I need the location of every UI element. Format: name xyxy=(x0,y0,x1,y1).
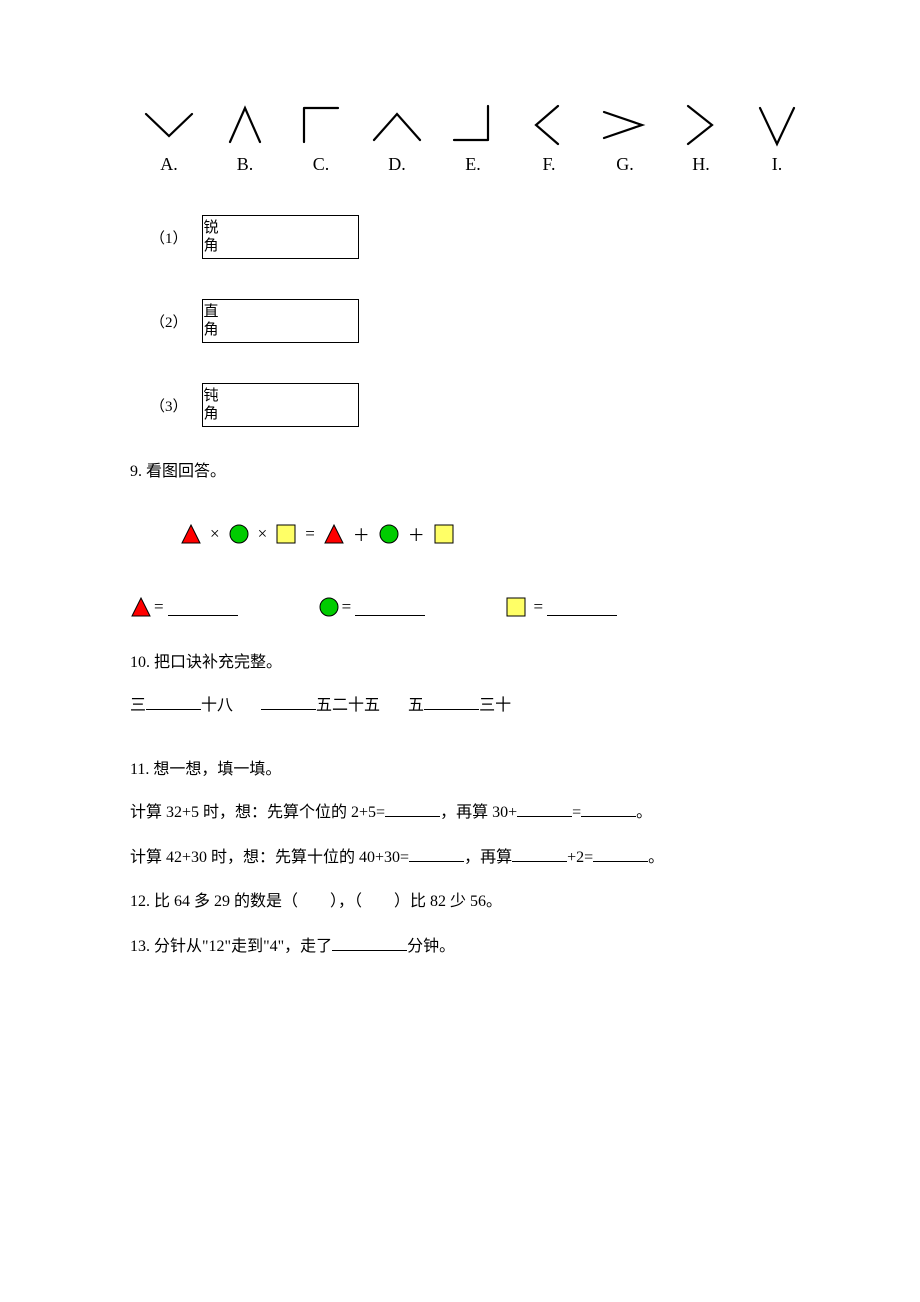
classify-row-2: （2） 直角 xyxy=(150,299,790,343)
angle-label-E: E. xyxy=(465,154,481,175)
plus-icon: ＋ xyxy=(408,521,425,546)
angle-label-I: I. xyxy=(772,154,783,175)
triangle-blank[interactable] xyxy=(168,599,238,616)
angle-label-C: C. xyxy=(313,154,330,175)
q12-line: 12. 比 64 多 29 的数是（ ），（ ）比 82 少 56。 xyxy=(130,884,790,921)
angle-H: H. xyxy=(672,100,730,175)
angle-C: C. xyxy=(292,100,350,175)
q9-answers: = = = xyxy=(130,596,790,618)
angle-label-F: F. xyxy=(542,154,555,175)
angle-label-A: A. xyxy=(160,154,178,175)
angle-label-G: G. xyxy=(616,154,634,175)
classify-num-1: （1） xyxy=(150,227,188,248)
circle-answer: = xyxy=(318,596,426,618)
circle-icon xyxy=(318,596,340,618)
q10-line: 三十八 五二十五 五三十 xyxy=(130,688,790,725)
q13-blank[interactable] xyxy=(332,934,407,951)
classify-row-1: （1） 锐角 xyxy=(150,215,790,259)
angle-figures-row: A. B. C. D. E. F. G. H. xyxy=(130,100,790,175)
angle-A: A. xyxy=(140,100,198,175)
classify-box-right[interactable]: 直角 xyxy=(202,299,359,343)
q11-line2: 计算 42+30 时，想：先算十位的 40+30=，再算+2=。 xyxy=(130,840,790,877)
q11-title: 11. 想一想，填一填。 xyxy=(130,755,790,779)
q10-blank-2[interactable] xyxy=(261,693,316,710)
angle-G: G. xyxy=(596,100,654,175)
circle-icon xyxy=(228,523,250,545)
classify-box-obtuse[interactable]: 钝角 xyxy=(202,383,359,427)
q11-blank-3[interactable] xyxy=(581,800,636,817)
angle-label-H: H. xyxy=(692,154,710,175)
q11-blank-6[interactable] xyxy=(593,845,648,862)
q11-blank-5[interactable] xyxy=(512,845,567,862)
classify-num-2: （2） xyxy=(150,311,188,332)
q9-title: 9. 看图回答。 xyxy=(130,457,790,481)
angle-D: D. xyxy=(368,100,426,175)
classify-row-3: （3） 钝角 xyxy=(150,383,790,427)
times-icon: × xyxy=(258,524,268,544)
square-answer: = xyxy=(505,596,617,618)
classify-input-obtuse[interactable] xyxy=(222,384,358,426)
triangle-icon xyxy=(180,523,202,545)
q11-line1: 计算 32+5 时，想：先算个位的 2+5=，再算 30+=。 xyxy=(130,795,790,832)
triangle-icon xyxy=(130,596,152,618)
classify-num-3: （3） xyxy=(150,395,188,416)
classify-label-obtuse: 钝角 xyxy=(203,384,222,426)
plus-icon: ＋ xyxy=(353,521,370,546)
q10-title: 10. 把口诀补充完整。 xyxy=(130,648,790,672)
equals-icon: = xyxy=(305,524,315,544)
q11-blank-2[interactable] xyxy=(517,800,572,817)
classify-input-acute[interactable] xyxy=(222,216,358,258)
angle-label-D: D. xyxy=(388,154,406,175)
square-icon xyxy=(433,523,455,545)
q9-equation: × × = ＋ ＋ xyxy=(180,521,790,546)
triangle-answer: = xyxy=(130,596,238,618)
angle-label-B: B. xyxy=(237,154,254,175)
square-blank[interactable] xyxy=(547,599,617,616)
square-icon xyxy=(275,523,297,545)
q10-blank-3[interactable] xyxy=(424,693,479,710)
classify-input-right[interactable] xyxy=(222,300,358,342)
classify-label-acute: 锐角 xyxy=(203,216,222,258)
q13-line: 13. 分针从"12"走到"4"，走了分钟。 xyxy=(130,929,790,966)
angle-E: E. xyxy=(444,100,502,175)
angle-I: I. xyxy=(748,100,806,175)
square-icon xyxy=(505,596,527,618)
q11-blank-4[interactable] xyxy=(409,845,464,862)
angle-F: F. xyxy=(520,100,578,175)
angle-B: B. xyxy=(216,100,274,175)
circle-blank[interactable] xyxy=(355,599,425,616)
circle-icon xyxy=(378,523,400,545)
q10-blank-1[interactable] xyxy=(146,693,201,710)
triangle-icon xyxy=(323,523,345,545)
classify-label-right: 直角 xyxy=(203,300,222,342)
classify-box-acute[interactable]: 锐角 xyxy=(202,215,359,259)
q11-blank-1[interactable] xyxy=(385,800,440,817)
times-icon: × xyxy=(210,524,220,544)
